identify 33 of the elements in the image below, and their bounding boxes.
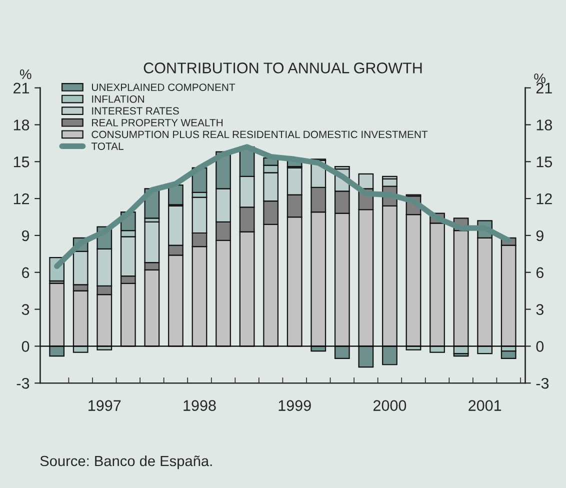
legend-label: INTEREST RATES <box>92 107 179 115</box>
y-tick-label: -3 <box>16 378 30 389</box>
x-tick-label: 2001 <box>468 400 502 411</box>
x-tick-label: 1998 <box>184 400 216 411</box>
x-tick-label: 1999 <box>278 400 311 411</box>
y2-axis-title: % <box>534 74 546 84</box>
legend-label: CONSUMPTION PLUS REAL RESIDENTIAL DOMESTIC INVESTMENT <box>92 130 428 138</box>
y2-tick-label: 6 <box>536 267 544 278</box>
y2-tick-label: 21 <box>536 82 552 94</box>
y-tick-label: 12 <box>14 193 30 204</box>
y-tick-label: 21 <box>14 82 30 94</box>
y2-tick-label: 3 <box>536 304 544 315</box>
y-tick-label: 6 <box>22 267 30 278</box>
y2-tick-label: 12 <box>536 193 552 204</box>
chart-title: CONTRIBUTION TO ANNUAL GROWTH <box>144 62 422 74</box>
legend-label: REAL PROPERTY WEALTH <box>92 118 223 126</box>
x-tick-label: 1997 <box>88 400 121 411</box>
y-tick-label: 9 <box>22 230 30 242</box>
y-tick-label: 3 <box>22 304 30 315</box>
y2-tick-label: 15 <box>536 156 552 168</box>
y2-tick-label: 9 <box>536 230 544 242</box>
y-axis-title: % <box>20 69 32 80</box>
y-tick-label: 18 <box>14 120 30 130</box>
x-tick-label: 2000 <box>373 400 406 411</box>
y2-tick-label: 18 <box>536 120 552 130</box>
legend-label: INFLATION <box>92 95 144 103</box>
legend-label: TOTAL <box>91 142 124 150</box>
y2-tick-label: -3 <box>536 378 549 389</box>
legend-label: UNEXPLAINED COMPONENT <box>92 84 236 91</box>
y2-tick-label: 0 <box>536 341 544 352</box>
y-tick-label: 15 <box>14 156 30 168</box>
y-tick-label: 0 <box>22 341 30 352</box>
source-note: Source: Banco de España. <box>40 455 212 470</box>
